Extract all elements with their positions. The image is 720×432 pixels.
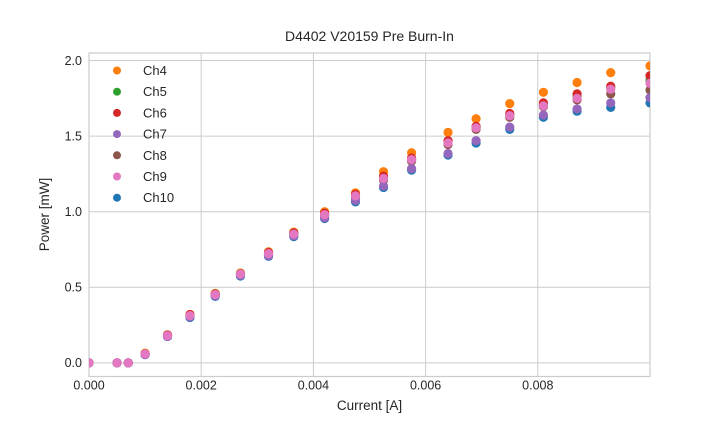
legend-item-ch9: Ch9 [113,169,167,184]
data-point-ch9 [235,269,246,279]
data-point-ch9 [123,358,133,368]
legend-label-ch4: Ch4 [143,63,167,78]
y-axis-label: Power [mW] [37,178,52,252]
x-tick-label: 0.006 [410,379,441,393]
data-point-ch4 [443,127,453,137]
data-point-ch4 [538,87,549,97]
y-tick-label: 1.0 [65,205,82,219]
legend-label-ch6: Ch6 [143,105,167,120]
legend-item-ch5: Ch5 [113,84,167,99]
data-point-ch9 [505,111,515,121]
data-point-ch9 [263,249,274,259]
data-point-ch9 [538,101,549,111]
y-tick-label: 0.0 [65,356,82,370]
legend-marker-ch6 [113,108,121,117]
scatter-points [89,61,650,368]
legend-item-ch6: Ch6 [113,105,167,120]
data-point-ch9 [350,191,361,201]
y-tick-label: 0.5 [65,281,82,295]
data-point-ch7 [443,148,453,159]
data-point-ch7 [505,122,515,132]
data-point-ch9 [185,310,195,321]
plot-border [88,52,651,378]
data-point-ch4 [606,68,616,78]
data-point-ch7 [645,92,650,103]
data-point-ch7 [471,136,481,146]
data-point-ch7 [538,110,549,120]
legend-label-ch9: Ch9 [143,169,167,184]
x-tick-label: 0.002 [186,379,217,393]
data-point-ch9 [289,229,299,239]
legend-marker-ch9 [113,172,121,181]
data-point-ch9 [320,210,330,220]
legend-item-ch10: Ch10 [113,190,174,205]
grid-lines [88,53,650,377]
x-tick-label: 0.008 [522,379,553,393]
legend-marker-ch5 [113,87,121,96]
data-point-ch7 [406,164,417,174]
data-point-ch8 [645,85,650,95]
x-tick-label: 0.000 [73,379,104,393]
data-point-ch7 [572,104,582,114]
data-point-ch4 [505,99,515,109]
legend-marker-ch7 [113,130,121,139]
x-axis-label: Current [A] [337,398,402,413]
data-point-ch9 [378,173,389,184]
x-tick-labels: 0.000 0.002 0.004 0.006 0.008 [73,379,553,393]
y-tick-labels: 0.0 0.5 1.0 1.5 2.0 [65,54,82,370]
legend-label-ch8: Ch8 [143,148,167,163]
legend: Ch4 Ch5 Ch6 Ch7 Ch8 Ch9 Ch10 [113,63,174,205]
legend-label-ch5: Ch5 [143,84,167,99]
series-ch9 [89,78,650,368]
data-point-ch9 [162,331,173,341]
data-point-ch9 [443,138,453,148]
data-point-ch9 [210,289,220,300]
x-tick-label: 0.004 [298,379,329,393]
data-point-ch9 [140,349,150,359]
data-point-ch9 [406,154,417,165]
y-tick-label: 2.0 [65,54,82,68]
y-tick-label: 1.5 [65,129,82,143]
data-point-ch6 [645,71,650,81]
legend-item-ch8: Ch8 [113,148,167,163]
legend-item-ch7: Ch7 [113,127,167,142]
legend-marker-ch8 [113,151,121,160]
data-point-ch9 [471,123,481,133]
data-point-ch7 [378,181,389,191]
data-point-ch4 [645,61,650,71]
data-point-ch9 [572,93,582,103]
data-point-ch4 [572,77,582,88]
chart-title: D4402 V20159 Pre Burn-In [285,28,454,44]
legend-marker-ch4 [113,66,121,75]
data-point-ch9 [606,84,616,94]
data-point-ch9 [645,78,650,88]
legend-label-ch10: Ch10 [143,190,174,205]
data-point-ch7 [606,98,616,108]
data-point-ch4 [471,114,481,124]
legend-item-ch4: Ch4 [113,63,167,78]
data-point-ch9 [89,358,94,368]
legend-label-ch7: Ch7 [143,127,167,142]
legend-marker-ch10 [113,193,121,202]
data-point-ch9 [112,358,122,368]
